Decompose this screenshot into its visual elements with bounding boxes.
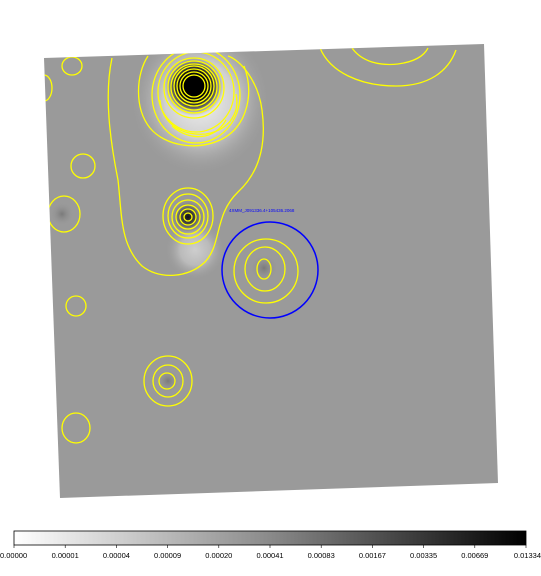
image-content bbox=[50, 44, 278, 393]
colorbar-tick-label: 0.00335 bbox=[410, 551, 437, 560]
colorbar-tick-label: 0.00000 bbox=[0, 551, 27, 560]
colorbar-tick-label: 0.00009 bbox=[154, 551, 181, 560]
faint-source-blob bbox=[50, 202, 74, 226]
colorbar bbox=[13, 530, 527, 546]
colorbar-tick-label: 0.00004 bbox=[103, 551, 130, 560]
main-source-blob bbox=[164, 56, 224, 116]
colorbar-tick-label: 0.00669 bbox=[461, 551, 488, 560]
colorbar-tick-label: 0.00001 bbox=[52, 551, 79, 560]
colorbar-tick-label: 0.00083 bbox=[308, 551, 335, 560]
secondary-halo bbox=[165, 220, 225, 280]
source-label: 4XMM_J091336.4+105436.2068 bbox=[229, 208, 295, 213]
target-source-blob bbox=[250, 254, 278, 282]
colorbar-tick-label: 0.00041 bbox=[256, 551, 283, 560]
colorbar-tick-label: 0.00167 bbox=[359, 551, 386, 560]
colorbar-tick-label: 0.01334 bbox=[514, 551, 541, 560]
colorbar-tick-label: 0.00020 bbox=[205, 551, 232, 560]
colorbar-tick-labels: 0.00000 0.00001 0.00004 0.00009 0.00020 … bbox=[0, 551, 541, 560]
mid-source-blob bbox=[170, 199, 206, 235]
region-circle[interactable] bbox=[221, 221, 319, 319]
colorbar-ticks bbox=[13, 545, 527, 548]
